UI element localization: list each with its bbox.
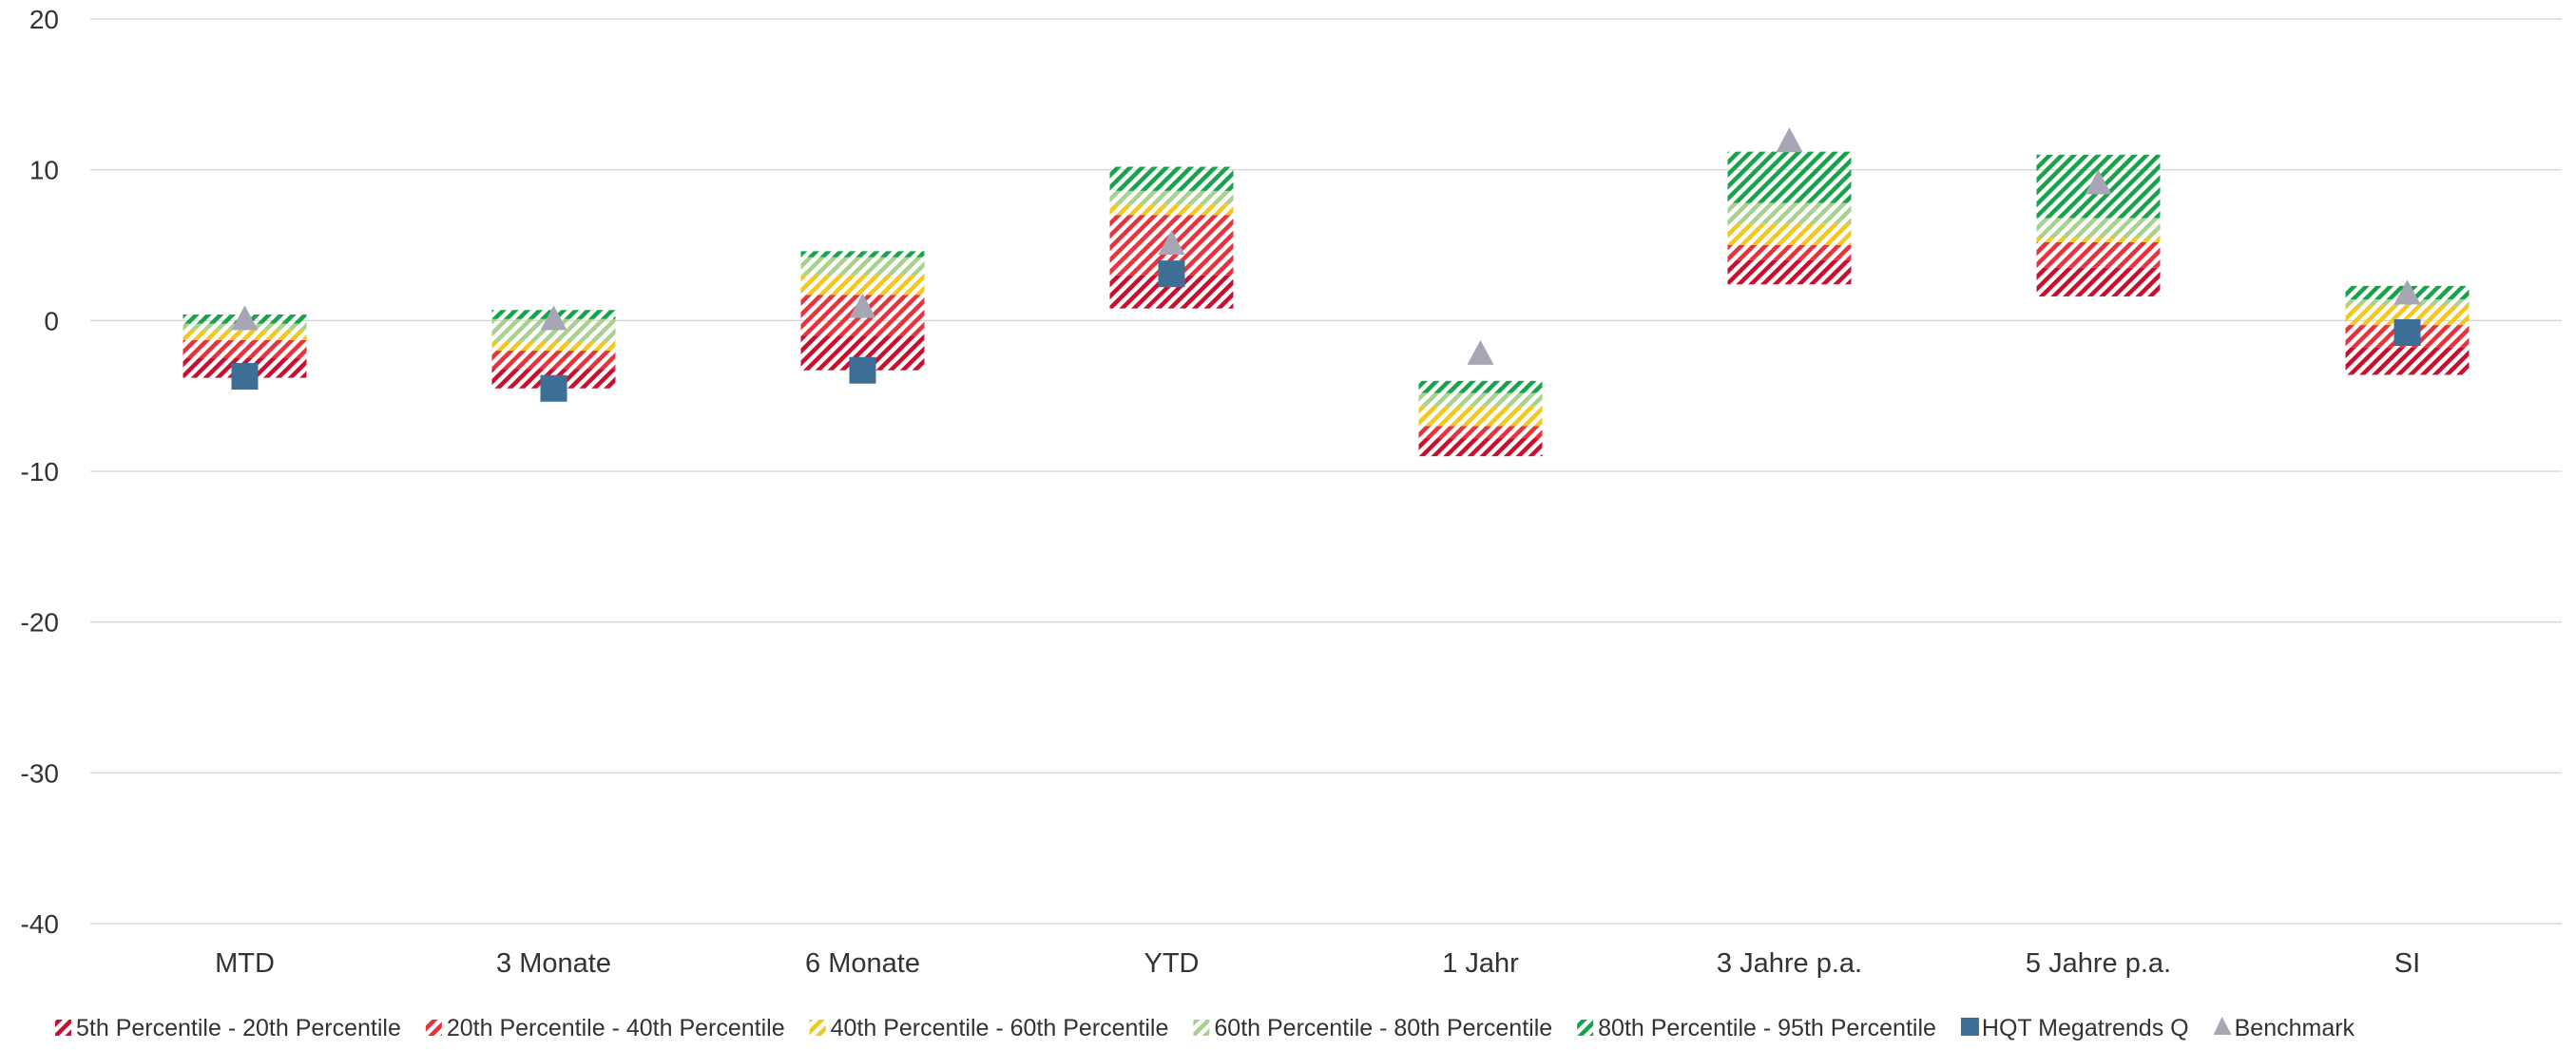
band-segment — [1727, 151, 1852, 203]
band-segment — [1109, 166, 1234, 191]
y-tick-label: 20 — [29, 5, 59, 34]
x-category-label: 6 Monate — [805, 948, 920, 979]
square-marker — [849, 356, 876, 384]
band-segment — [2036, 218, 2161, 239]
y-tick-label: -40 — [21, 909, 59, 939]
y-tick-label: -30 — [21, 758, 59, 788]
legend-label: 80th Percentile - 95th Percentile — [1598, 1015, 1936, 1041]
band-segment — [2036, 238, 2161, 242]
band-segment — [1727, 245, 1852, 260]
legend-triangle-marker — [2213, 1017, 2232, 1035]
legend-label: HQT Megatrends Q — [1982, 1015, 2189, 1041]
legend-label: 20th Percentile - 40th Percentile — [447, 1015, 785, 1041]
square-marker — [2393, 319, 2421, 347]
band-segment — [491, 318, 616, 342]
legend-swatch — [1577, 1020, 1594, 1036]
band-segment — [183, 339, 307, 358]
band-segment — [1418, 438, 1543, 457]
band-segment — [491, 341, 616, 352]
legend-swatch — [1193, 1020, 1210, 1036]
triangle-marker — [231, 305, 259, 331]
band-segment — [1727, 223, 1852, 245]
triangle-marker — [849, 293, 876, 318]
band-segment — [491, 351, 616, 370]
x-category-label: 1 Jahr — [1442, 948, 1519, 979]
band-segment — [800, 251, 925, 258]
band-segment — [2345, 305, 2470, 326]
band-segment — [800, 257, 925, 276]
band-segment — [2345, 347, 2470, 375]
band-segment — [1109, 204, 1234, 216]
triangle-marker — [1158, 230, 1185, 255]
x-category-label: SI — [2394, 948, 2420, 979]
square-marker — [540, 374, 567, 402]
legend-item: 60th Percentile - 80th Percentile — [1193, 1015, 1552, 1041]
y-axis-tick-labels: 20 10 0 -10 -20 -30 -40 — [21, 5, 59, 939]
legend-swatch — [425, 1020, 442, 1036]
x-category-label: 3 Monate — [496, 948, 611, 979]
legend-swatch — [809, 1020, 826, 1036]
legend-label: Benchmark — [2235, 1015, 2355, 1041]
y-tick-label: 0 — [44, 306, 59, 335]
triangle-marker — [2393, 279, 2421, 305]
legend-item: 5th Percentile - 20th Percentile — [55, 1015, 401, 1041]
band-segment — [1727, 259, 1852, 285]
band-segment — [2036, 241, 2161, 268]
series-markers — [231, 127, 2421, 402]
square-marker — [1158, 260, 1185, 288]
legend-item: 40th Percentile - 60th Percentile — [809, 1015, 1169, 1041]
legend-label: 5th Percentile - 20th Percentile — [76, 1015, 401, 1041]
x-category-label: MTD — [215, 948, 275, 979]
x-category-label: 3 Jahre p.a. — [1717, 948, 1862, 979]
legend-label: 40th Percentile - 60th Percentile — [831, 1015, 1169, 1041]
band-segment — [1418, 406, 1543, 427]
y-tick-label: 10 — [29, 156, 59, 185]
band-segment — [1418, 380, 1543, 393]
band-segment — [183, 329, 307, 340]
legend-square-marker — [1960, 1018, 1979, 1036]
legend-item: Benchmark — [2213, 1015, 2355, 1041]
y-tick-label: -10 — [21, 457, 59, 487]
legend-swatch — [55, 1020, 71, 1036]
triangle-marker — [2085, 169, 2112, 195]
band-segment — [1418, 426, 1543, 439]
band-segment — [1418, 392, 1543, 407]
percentile-bands — [183, 151, 2470, 457]
legend-item: 20th Percentile - 40th Percentile — [425, 1015, 785, 1041]
triangle-marker — [1467, 339, 1494, 365]
triangle-marker — [540, 305, 567, 331]
triangle-marker — [1776, 127, 1803, 153]
gridlines — [90, 18, 2562, 925]
x-category-label: YTD — [1144, 948, 1200, 979]
y-tick-label: -20 — [21, 608, 59, 638]
band-segment — [800, 275, 925, 296]
legend: 5th Percentile - 20th Percentile 20th Per… — [55, 1015, 2355, 1041]
band-segment — [1109, 190, 1234, 205]
legend-item: 80th Percentile - 95th Percentile — [1577, 1015, 1936, 1041]
x-axis-category-labels: MTD 3 Monate 6 Monate YTD 1 Jahr 3 Jahre p.a.… — [215, 948, 2420, 979]
legend-item: HQT Megatrends Q — [1960, 1015, 2189, 1041]
band-segment — [2036, 267, 2161, 296]
band-segment — [1727, 202, 1852, 224]
x-category-label: 5 Jahre p.a. — [2026, 948, 2171, 979]
legend-label: 60th Percentile - 80th Percentile — [1214, 1015, 1552, 1041]
square-marker — [231, 363, 259, 391]
